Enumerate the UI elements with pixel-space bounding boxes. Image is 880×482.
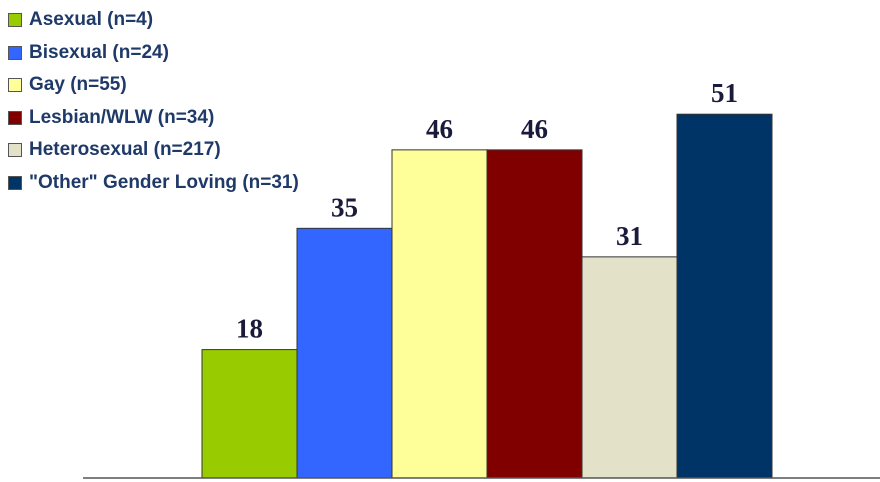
value-label-lesbian-wlw-n-34: 46 [521, 114, 548, 144]
legend-item-asexual: Asexual (n=4) [8, 4, 299, 37]
legend-label-bisexual: Bisexual (n=24) [29, 41, 169, 63]
legend-label-heterosexual: Heterosexual (n=217) [29, 139, 221, 161]
bars-group [201, 113, 773, 479]
value-label-asexual-n-4: 18 [236, 314, 263, 344]
bar-lesbian-wlw-n-34 [486, 149, 583, 479]
legend-item-other-gender-loving: "Other" Gender Loving (n=31) [8, 167, 299, 200]
legend-label-asexual: Asexual (n=4) [29, 9, 154, 31]
legend: Asexual (n=4) Bisexual (n=24) Gay (n=55)… [8, 4, 299, 199]
value-label-gay-n-55: 46 [426, 114, 453, 144]
legend-swatch-asexual [8, 13, 22, 28]
legend-item-heterosexual: Heterosexual (n=217) [8, 134, 299, 167]
bar-other-gender-loving-n-31 [676, 113, 773, 479]
legend-swatch-lesbian-wlw [8, 110, 22, 125]
legend-label-gay: Gay (n=55) [29, 74, 127, 96]
bar-gay-n-55 [391, 149, 488, 479]
legend-swatch-other-gender-loving [8, 175, 22, 190]
legend-item-bisexual: Bisexual (n=24) [8, 37, 299, 70]
legend-swatch-bisexual [8, 45, 22, 60]
bar-heterosexual-n-217 [581, 256, 678, 479]
legend-label-other-gender-loving: "Other" Gender Loving (n=31) [29, 171, 299, 193]
legend-item-lesbian-wlw: Lesbian/WLW (n=34) [8, 102, 299, 135]
legend-item-gay: Gay (n=55) [8, 69, 299, 102]
value-label-bisexual-n-24: 35 [331, 192, 358, 222]
legend-label-lesbian-wlw: Lesbian/WLW (n=34) [29, 106, 215, 128]
value-labels-group: 18 35 46 46 31 51 [236, 78, 738, 343]
value-label-heterosexual-n-217: 31 [616, 221, 643, 251]
legend-swatch-gay [8, 78, 22, 93]
bar-bisexual-n-24 [296, 227, 393, 479]
legend-swatch-heterosexual [8, 143, 22, 158]
value-label-other-gender-loving-n-31: 51 [711, 78, 738, 108]
bar-asexual-n-4 [201, 349, 298, 479]
